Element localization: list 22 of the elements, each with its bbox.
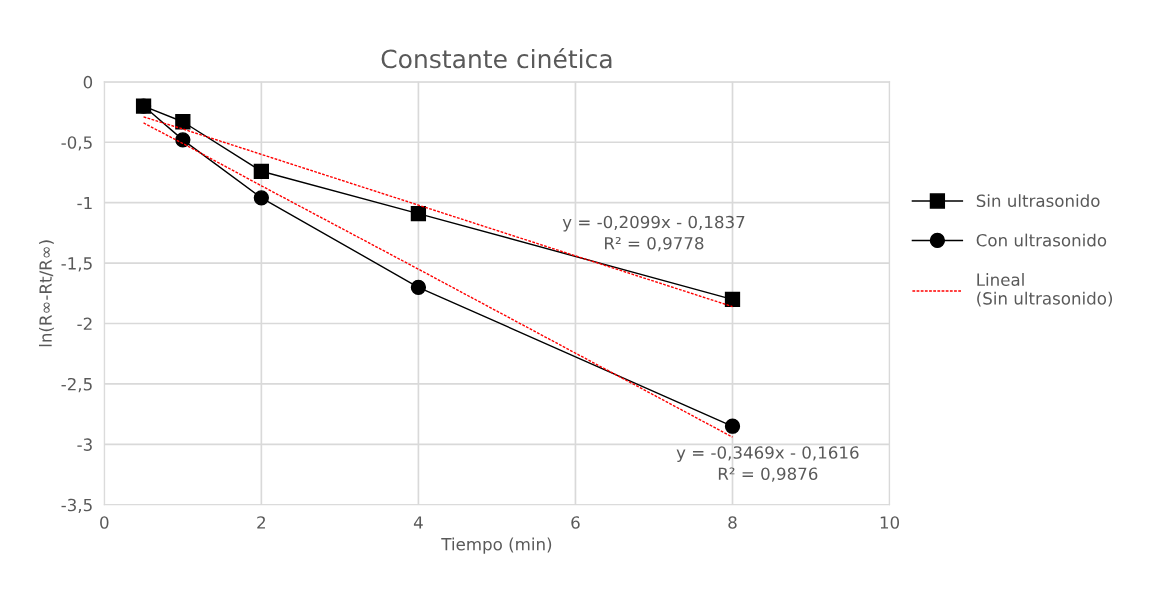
y-tick-label: -3,5 — [61, 498, 92, 514]
y-tick-label: -3 — [77, 438, 92, 451]
x-tick-label: 8 — [728, 516, 737, 529]
y-tick-label: -1,5 — [61, 257, 92, 272]
annotation: y = -0,2099x - 0,1837 R² = 0,9778 — [562, 215, 745, 252]
legend-label: Con ultrasonido — [976, 233, 1107, 247]
x-tick-label: 6 — [571, 516, 580, 529]
y-tick-label: -0,5 — [61, 136, 92, 151]
legend-label: Sin ultrasonido — [976, 194, 1100, 208]
y-tick-label: 0 — [83, 75, 93, 89]
y-tick-label: -2 — [77, 317, 92, 330]
x-tick-label: 0 — [100, 516, 109, 529]
legend-label: Lineal (Sin ultrasonido) — [977, 273, 1113, 307]
x-tick-label: 4 — [413, 516, 423, 529]
y-axis-title: ln(R∞-Rt/R∞) — [38, 240, 54, 347]
x-axis-title: Tiempo (min) — [441, 537, 552, 554]
annotation: y = -0,3469x - 0,1616 R² = 0,9876 — [676, 446, 859, 482]
y-tick-label: -1 — [77, 196, 92, 210]
y-tick-label: -2,5 — [61, 377, 92, 393]
x-tick-label: 10 — [880, 516, 900, 529]
chart-title: Constante cinética — [381, 47, 612, 69]
x-tick-label: 2 — [257, 516, 265, 529]
